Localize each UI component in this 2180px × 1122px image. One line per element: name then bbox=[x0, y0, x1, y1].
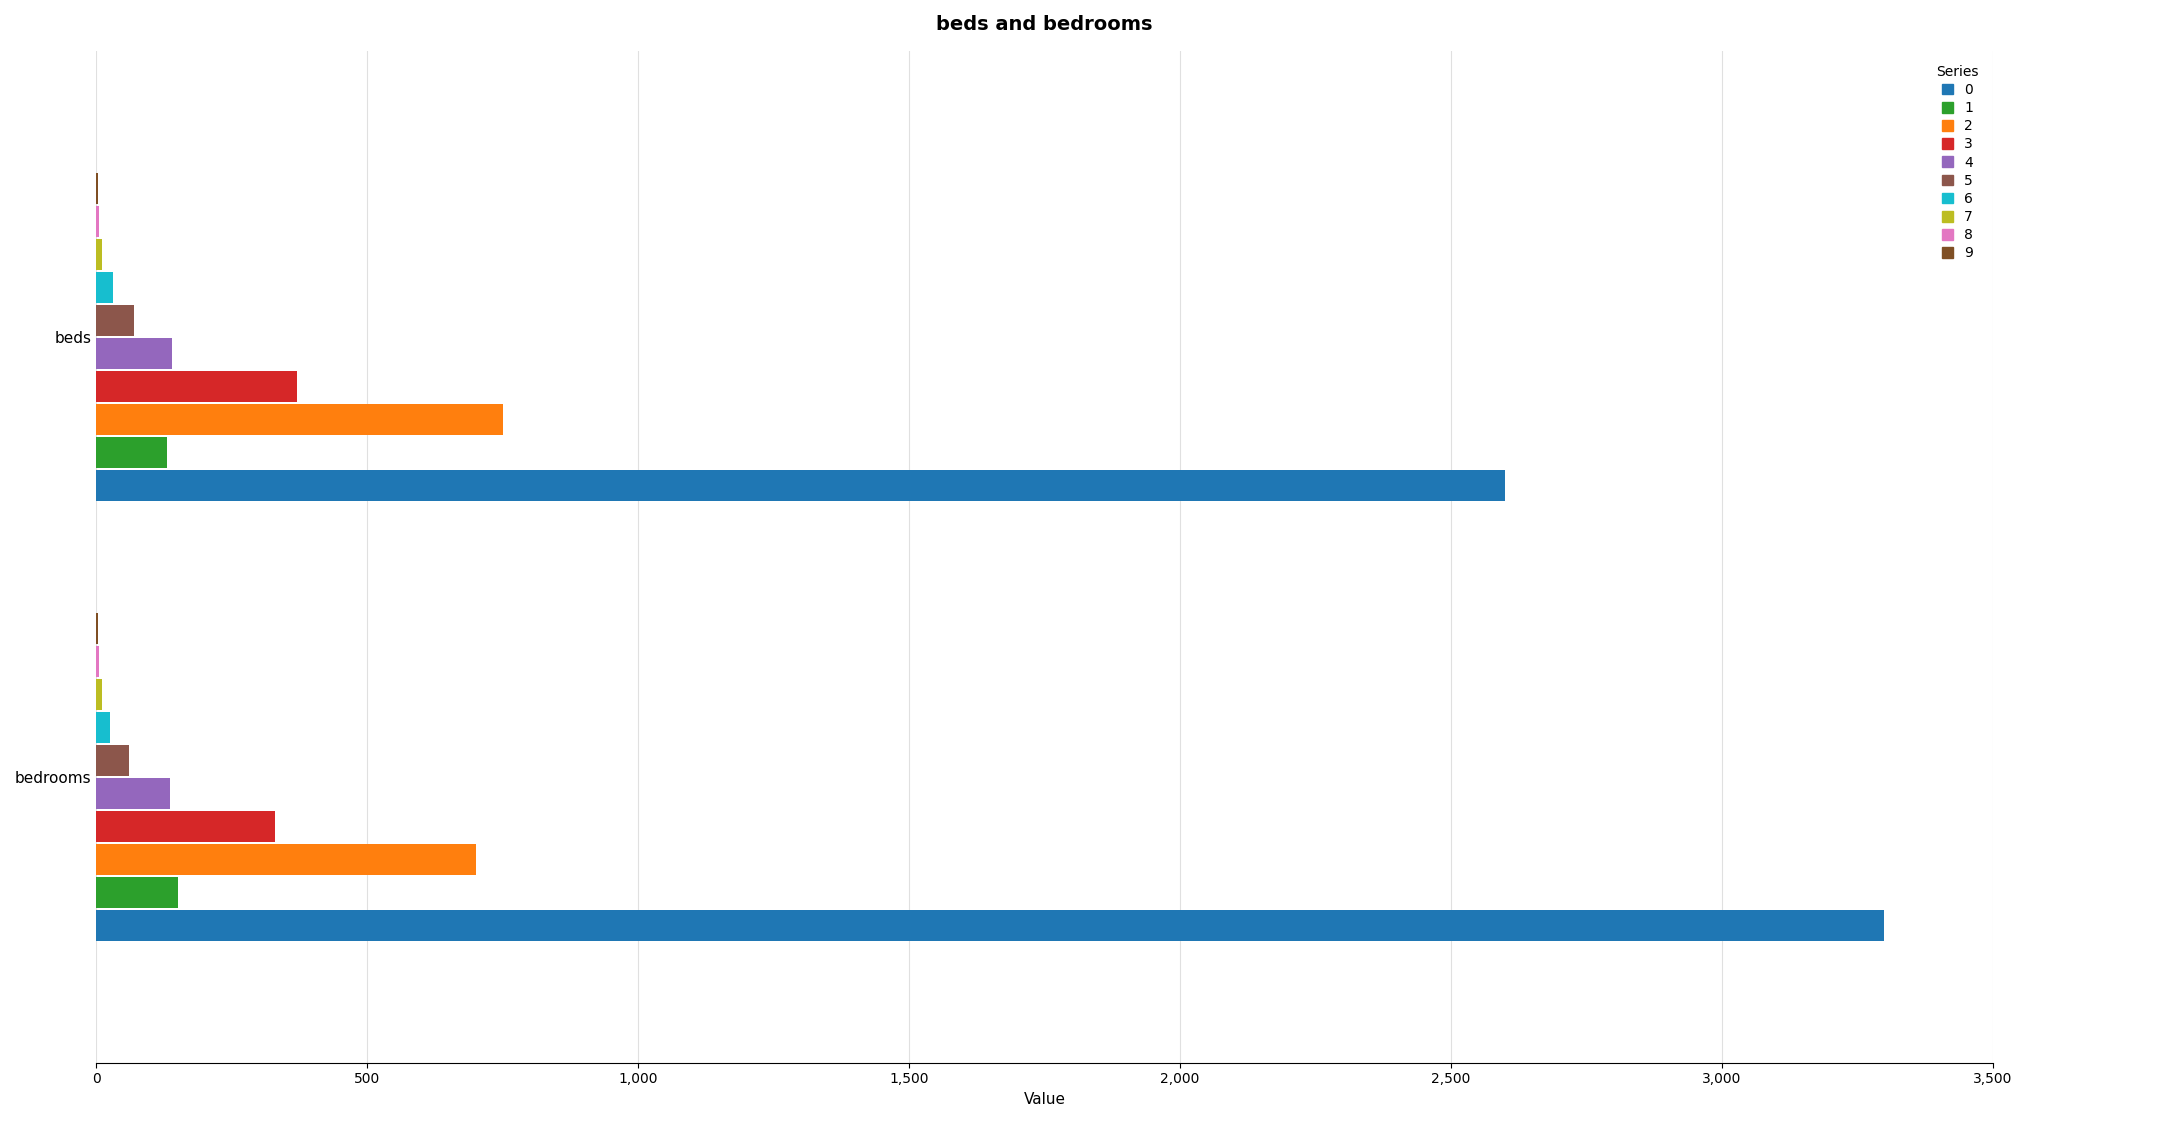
Bar bbox=[96, 711, 109, 743]
Bar bbox=[96, 876, 179, 908]
Bar bbox=[96, 371, 296, 402]
Bar bbox=[96, 679, 102, 709]
Bar bbox=[96, 646, 100, 677]
Bar bbox=[96, 910, 1884, 940]
Title: beds and bedrooms: beds and bedrooms bbox=[937, 15, 1153, 34]
Bar bbox=[96, 338, 172, 369]
Bar bbox=[96, 239, 102, 269]
Bar bbox=[96, 436, 168, 468]
Bar bbox=[96, 811, 275, 842]
Bar bbox=[96, 470, 1504, 500]
X-axis label: Value: Value bbox=[1025, 1092, 1066, 1107]
Bar bbox=[96, 206, 100, 237]
Bar bbox=[96, 404, 504, 434]
Bar bbox=[96, 745, 129, 775]
Legend: 0, 1, 2, 3, 4, 5, 6, 7, 8, 9: 0, 1, 2, 3, 4, 5, 6, 7, 8, 9 bbox=[1929, 57, 1986, 267]
Bar bbox=[96, 844, 475, 875]
Bar bbox=[96, 778, 170, 809]
Bar bbox=[96, 272, 113, 303]
Bar bbox=[96, 305, 135, 335]
